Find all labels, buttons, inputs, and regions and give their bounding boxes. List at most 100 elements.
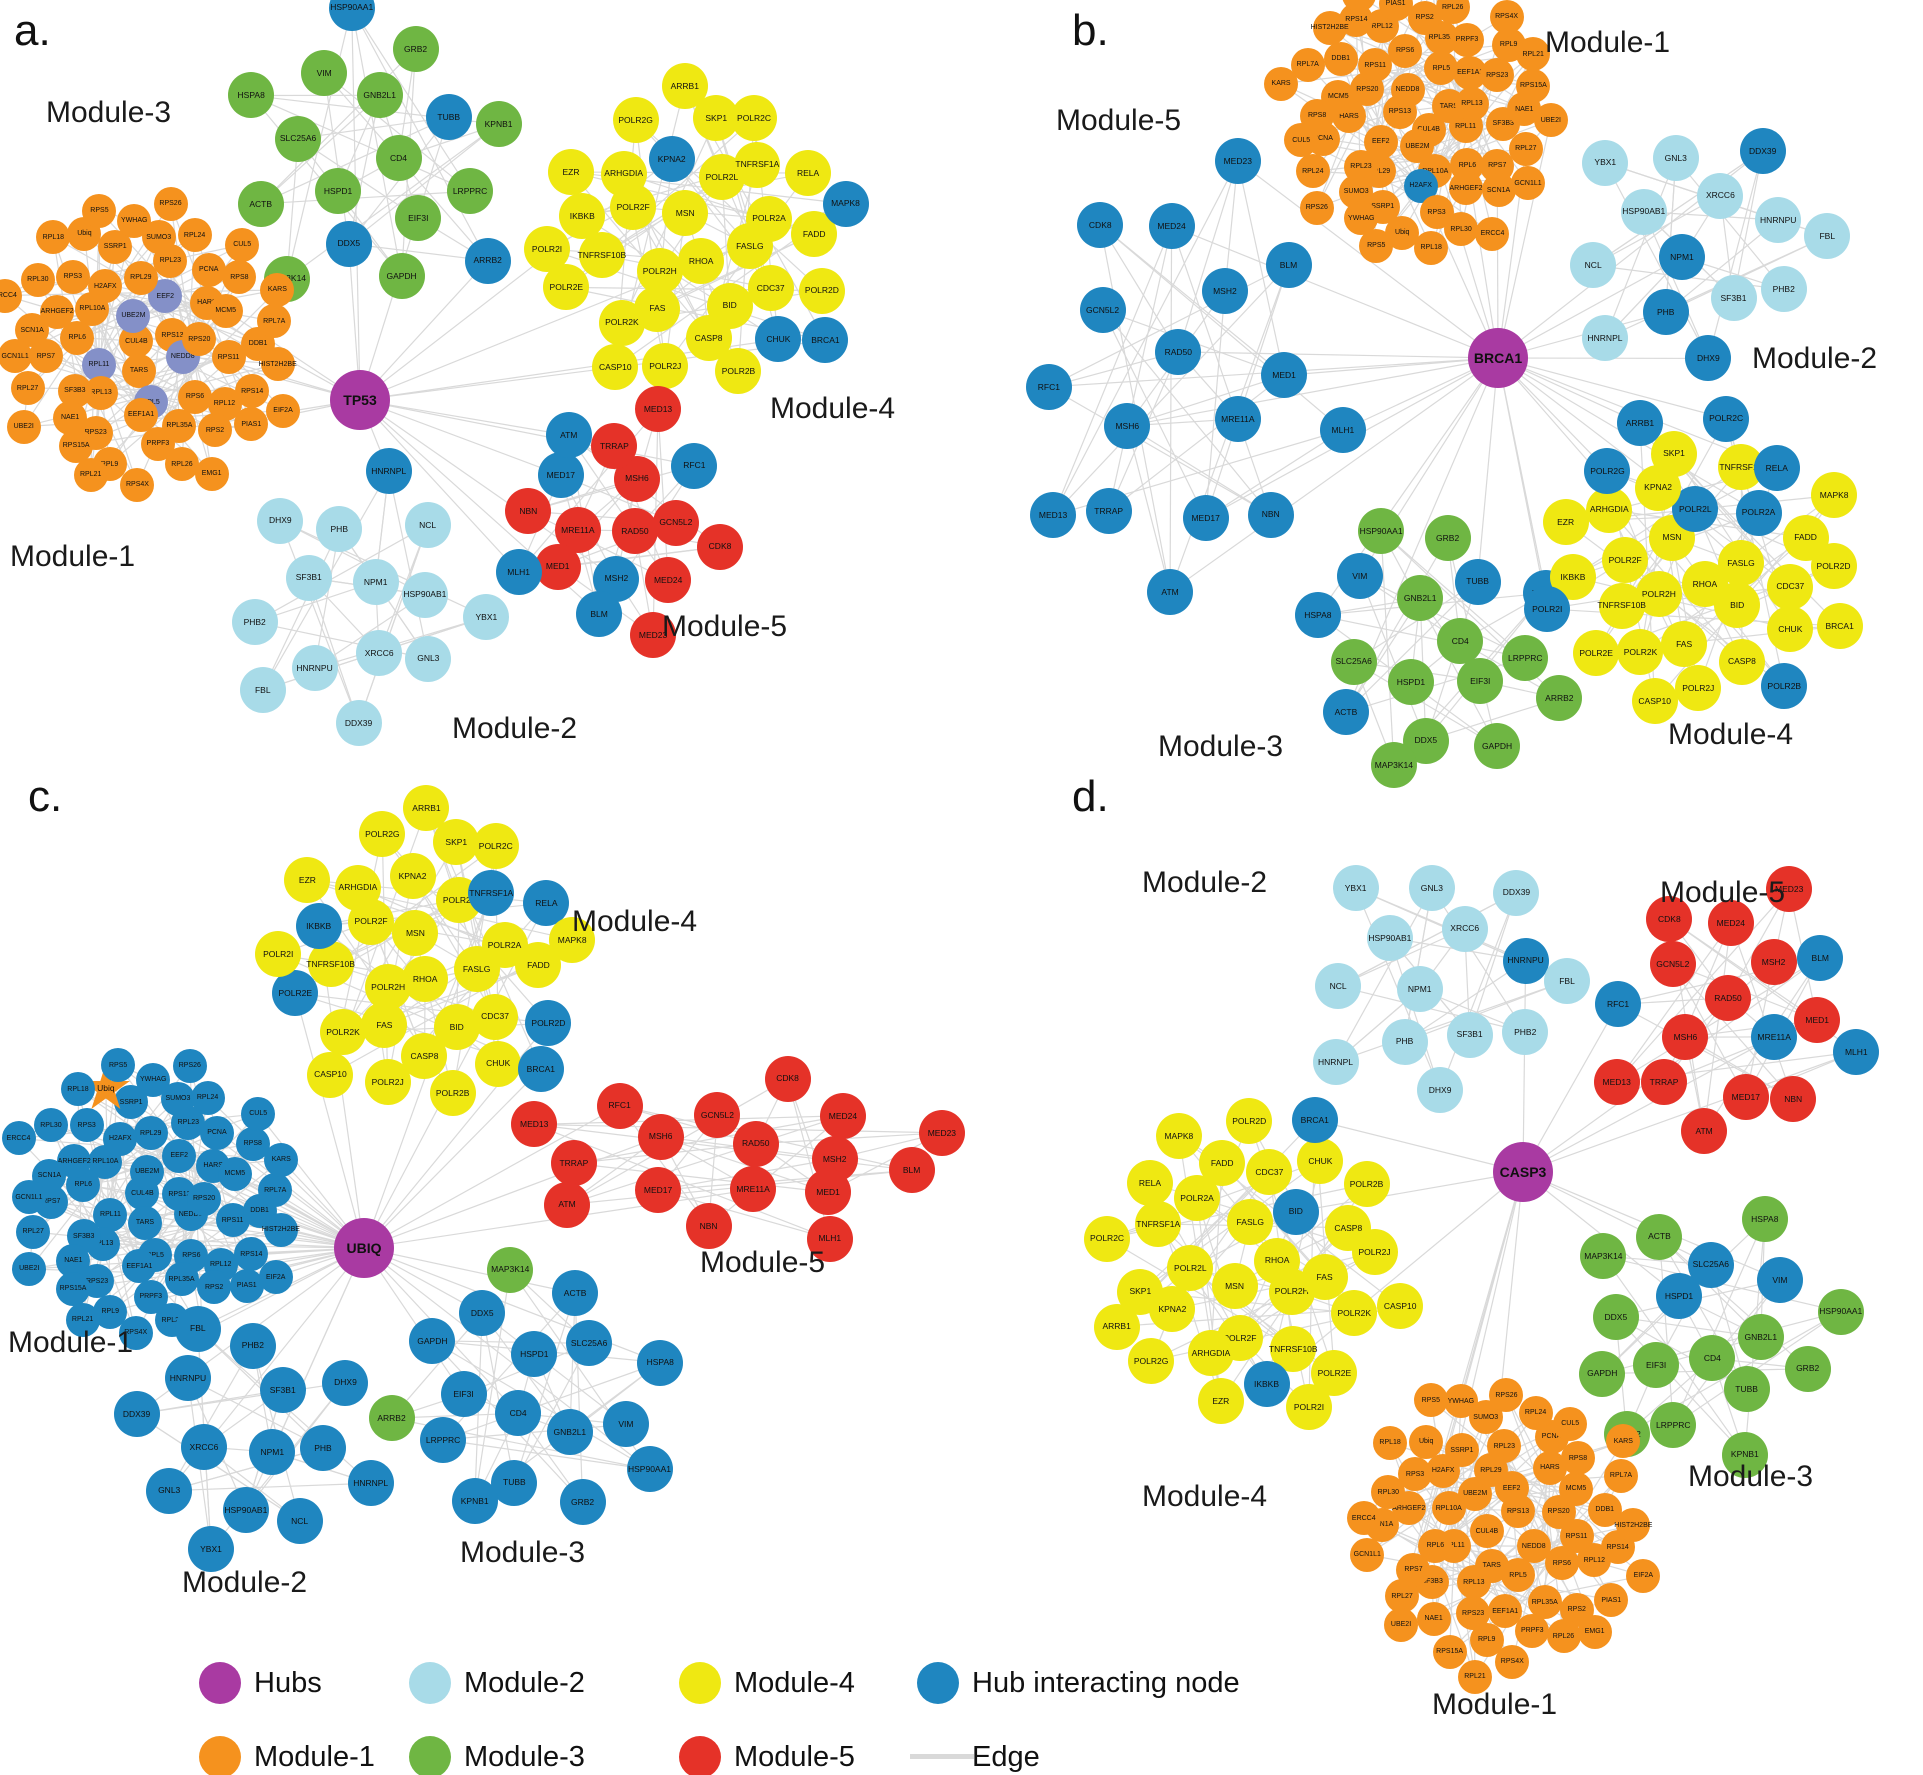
node-ddx39: DDX39 [1739,127,1786,174]
node-mapk8: MAPK8 [1811,472,1858,519]
node-rfc1: RFC1 [596,1082,643,1129]
node-cul5: CUL5 [1284,123,1319,158]
node-vim: VIM [1756,1256,1803,1303]
node-sf3b1: SF3B1 [285,554,332,601]
node-faslg: FASLG [1227,1199,1274,1246]
node-cd4: CD4 [375,135,422,181]
node-hnrnpl: HNRNPL [1312,1039,1359,1086]
node-rpl5: RPL5 [1424,51,1459,85]
node-eif3i: EIF3I [1633,1342,1680,1389]
node-trrap: TRRAP [591,423,638,470]
node-hspd1: HSPD1 [315,168,362,215]
legend-swatch-hub-interacting-node [917,1662,959,1704]
node-arhgdia: ARHGDIA [334,864,381,911]
node-xrcc6: XRCC6 [180,1423,227,1470]
node-arhgdia: ARHGDIA [600,150,647,197]
node-hsp90ab1: HSP90AB1 [1620,188,1667,235]
node-emg1: EMG1 [1577,1614,1612,1649]
node-rps20: RPS20 [182,322,217,357]
node-map3k14: MAP3K14 [1370,741,1417,788]
module-label-module-3: Module-3 [1158,730,1284,763]
node-blm: BLM [576,590,623,637]
module-label-module-1: Module-1 [1545,26,1671,59]
module-label-module-3: Module-3 [1688,1460,1814,1493]
node-ybx1: YBX1 [463,593,510,640]
node-polr2i: POLR2I [1286,1383,1332,1430]
node-polr2c: POLR2C [1703,395,1750,442]
node-mlh1: MLH1 [1319,407,1366,454]
node-mre11a: MRE11A [1751,1013,1798,1060]
node-map3k14: MAP3K14 [1580,1233,1627,1280]
node-sf3b1: SF3B1 [1446,1011,1493,1058]
module-label-module-4: Module-4 [1142,1480,1268,1513]
module-label-module-3: Module-3 [46,96,172,129]
node-rpl10a: RPL10A [1431,1491,1466,1526]
node-msh6: MSH6 [1104,402,1151,449]
node-rpl30: RPL30 [1444,212,1479,247]
legend-label-edge: Edge [972,1741,1040,1773]
node-rps2: RPS2 [198,413,233,448]
node-hspa8: HSPA8 [228,72,275,119]
hub-node-ubiq: UBIQ [334,1218,394,1278]
node-polr2g: POLR2G [359,811,406,858]
node-gnb2l1: GNB2L1 [546,1409,593,1456]
node-ube2i: UBE2I [12,1251,47,1286]
node-eef1a1: EEF1A1 [122,1249,157,1284]
node-hnrnpl: HNRNPL [1582,315,1628,362]
node-gnb2l1: GNB2L1 [356,72,403,119]
node-cd4: CD4 [1689,1335,1736,1382]
node-cdk8: CDK8 [697,523,744,570]
node-polr2b: POLR2B [1343,1161,1390,1208]
node-tubb: TUBB [1723,1365,1770,1412]
node-rpl7a: RPL7A [258,1173,293,1208]
node-rpl24: RPL24 [190,1080,225,1115]
node-polr2g: POLR2G [612,96,659,143]
node-chuk: CHUK [475,1040,522,1087]
node-rpl13: RPL13 [1456,1565,1491,1600]
node-tnfrsf10b: TNFRSF10B [1597,582,1646,629]
node-ercc4: ERCC4 [1346,1501,1381,1536]
node-gnl3: GNL3 [405,635,452,682]
node-kars: KARS [264,1142,299,1177]
node-med1: MED1 [534,543,581,590]
legend-edge-line [910,1754,974,1759]
node-polr2k: POLR2K [1331,1290,1378,1337]
node-hspa8: HSPA8 [1741,1196,1788,1243]
node-hist2h2be: HIST2H2BE [262,1212,300,1247]
node-brca1: BRCA1 [1816,603,1863,650]
node-polr2c: POLR2C [472,823,519,870]
node-eif2a: EIF2A [266,393,301,428]
node-polr2d: POLR2D [525,1000,572,1047]
node-gnb2l1: GNB2L1 [1737,1313,1784,1360]
node-rps15a: RPS15A [1516,68,1551,103]
node-rps20: RPS20 [187,1181,222,1216]
module-label-module-1: Module-1 [10,540,136,573]
node-cdk8: CDK8 [1646,896,1693,943]
node-dhx9: DHX9 [322,1359,369,1406]
node-polr2a: POLR2A [746,195,793,242]
module-label-module-4: Module-4 [572,905,698,938]
legend-label-module-2: Module-2 [464,1667,585,1699]
node-nbn: NBN [685,1203,732,1250]
legend-label-hub-interacting-node: Hub interacting node [972,1667,1240,1699]
node-cdk8: CDK8 [764,1055,811,1102]
node-mlh1: MLH1 [806,1215,853,1262]
node-rpl26: RPL26 [1546,1619,1581,1654]
node-trrap: TRRAP [1641,1059,1688,1106]
node-grb2: GRB2 [559,1479,606,1526]
node-phb2: PHB2 [1502,1008,1549,1055]
node-hnrnpl: HNRNPL [347,1460,394,1507]
node-cdc37: CDC37 [472,993,519,1040]
node-grb2: GRB2 [392,25,439,72]
node-dhx9: DHX9 [257,497,304,544]
node-gcn1l1: GCN1L1 [11,1180,46,1215]
node-med17: MED17 [537,452,584,499]
node-med24: MED24 [819,1092,866,1139]
node-arrb1: ARRB1 [661,62,708,109]
node-polr2i: POLR2I [1524,585,1571,632]
node-gnl3: GNL3 [1408,865,1455,912]
node-gcn5l2: GCN5L2 [1079,286,1126,333]
node-slc25a6: SLC25A6 [1330,638,1377,685]
node-emg1: EMG1 [194,456,229,491]
node-pias1: PIAS1 [1378,0,1413,21]
